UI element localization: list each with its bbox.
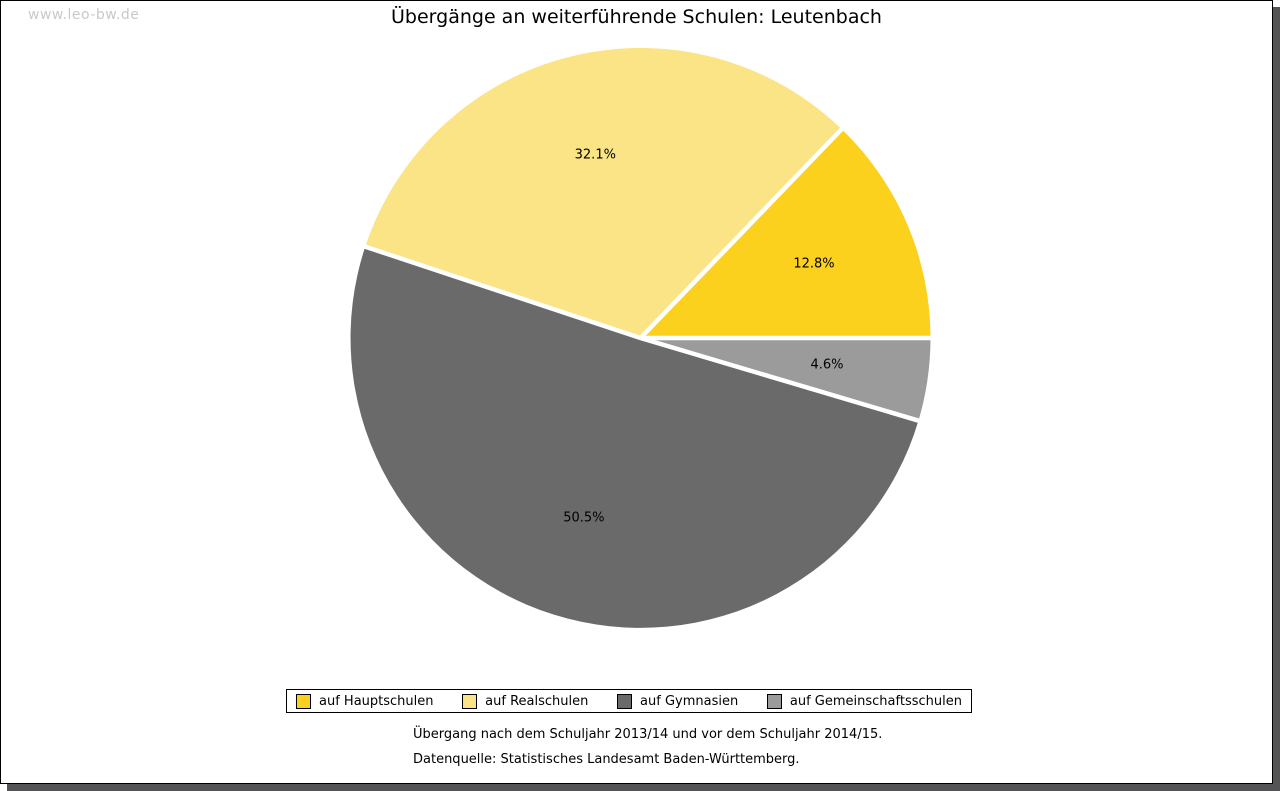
legend-label: auf Gemeinschaftsschulen xyxy=(789,693,962,709)
legend-swatch-auf-realschulen xyxy=(462,693,478,709)
pie-slice-label-auf-realschulen: 32.1% xyxy=(575,148,616,163)
pie-slice-separator xyxy=(639,335,921,424)
footnote-period: Übergang nach dem Schuljahr 2013/14 und … xyxy=(413,727,883,742)
legend-label: auf Gymnasien xyxy=(640,693,739,709)
legend-item-auf-hauptschulen: auf Hauptschulen xyxy=(296,693,434,709)
legend-swatch-auf-gemeinschaftsschulen xyxy=(766,693,782,709)
legend-item-auf-gymnasien: auf Gymnasien xyxy=(617,693,739,709)
legend: auf Hauptschulen auf Realschulen auf Gymna… xyxy=(286,689,972,713)
pie-slice-separator xyxy=(363,244,642,341)
legend-swatch-auf-hauptschulen xyxy=(296,693,311,709)
watermark: www.leo-bw.de xyxy=(28,7,140,23)
legend-swatch-auf-gymnasien xyxy=(617,693,633,709)
pie-slice-label-auf-gymnasien: 50.5% xyxy=(563,510,604,525)
footnote-source: Datenquelle: Statistisches Landesamt Bad… xyxy=(413,752,800,767)
pie-slice-label-auf-hauptschulen: 12.8% xyxy=(793,257,834,272)
pie-slice-auf-hauptschulen xyxy=(640,129,931,338)
pie-slice-label-auf-gemeinschaftsschulen: 4.6% xyxy=(810,358,843,373)
pie-slice-separator xyxy=(638,126,844,340)
pie-slice-auf-gymnasien xyxy=(350,246,919,628)
legend-label: auf Hauptschulen xyxy=(319,693,434,709)
legend-item-auf-realschulen: auf Realschulen xyxy=(462,693,589,709)
page-title: Übergänge an weiterführende Schulen: Leu… xyxy=(391,6,882,28)
pie-slice-auf-realschulen xyxy=(365,47,842,339)
legend-item-auf-gemeinschaftsschulen: auf Gemeinschaftsschulen xyxy=(766,693,962,709)
legend-label: auf Realschulen xyxy=(485,693,589,709)
